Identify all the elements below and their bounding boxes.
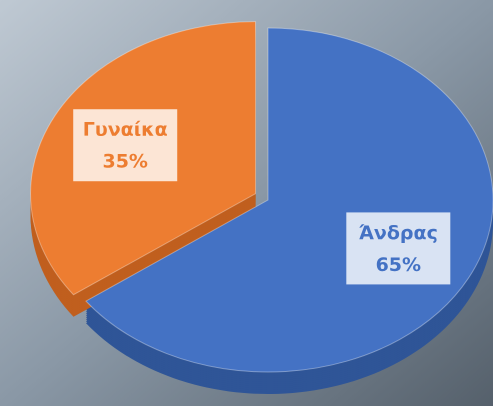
data-label-category: Γυναίκα <box>83 119 168 141</box>
slice <box>85 27 493 373</box>
data-label-box <box>73 109 178 182</box>
pie: Άνδρας 65% Γυναίκα 35% <box>30 21 493 395</box>
data-label-box <box>346 212 451 285</box>
data-label-category: Άνδρας <box>359 222 438 244</box>
data-label-value: 65% <box>376 254 421 276</box>
data-label-value: 35% <box>102 151 147 173</box>
